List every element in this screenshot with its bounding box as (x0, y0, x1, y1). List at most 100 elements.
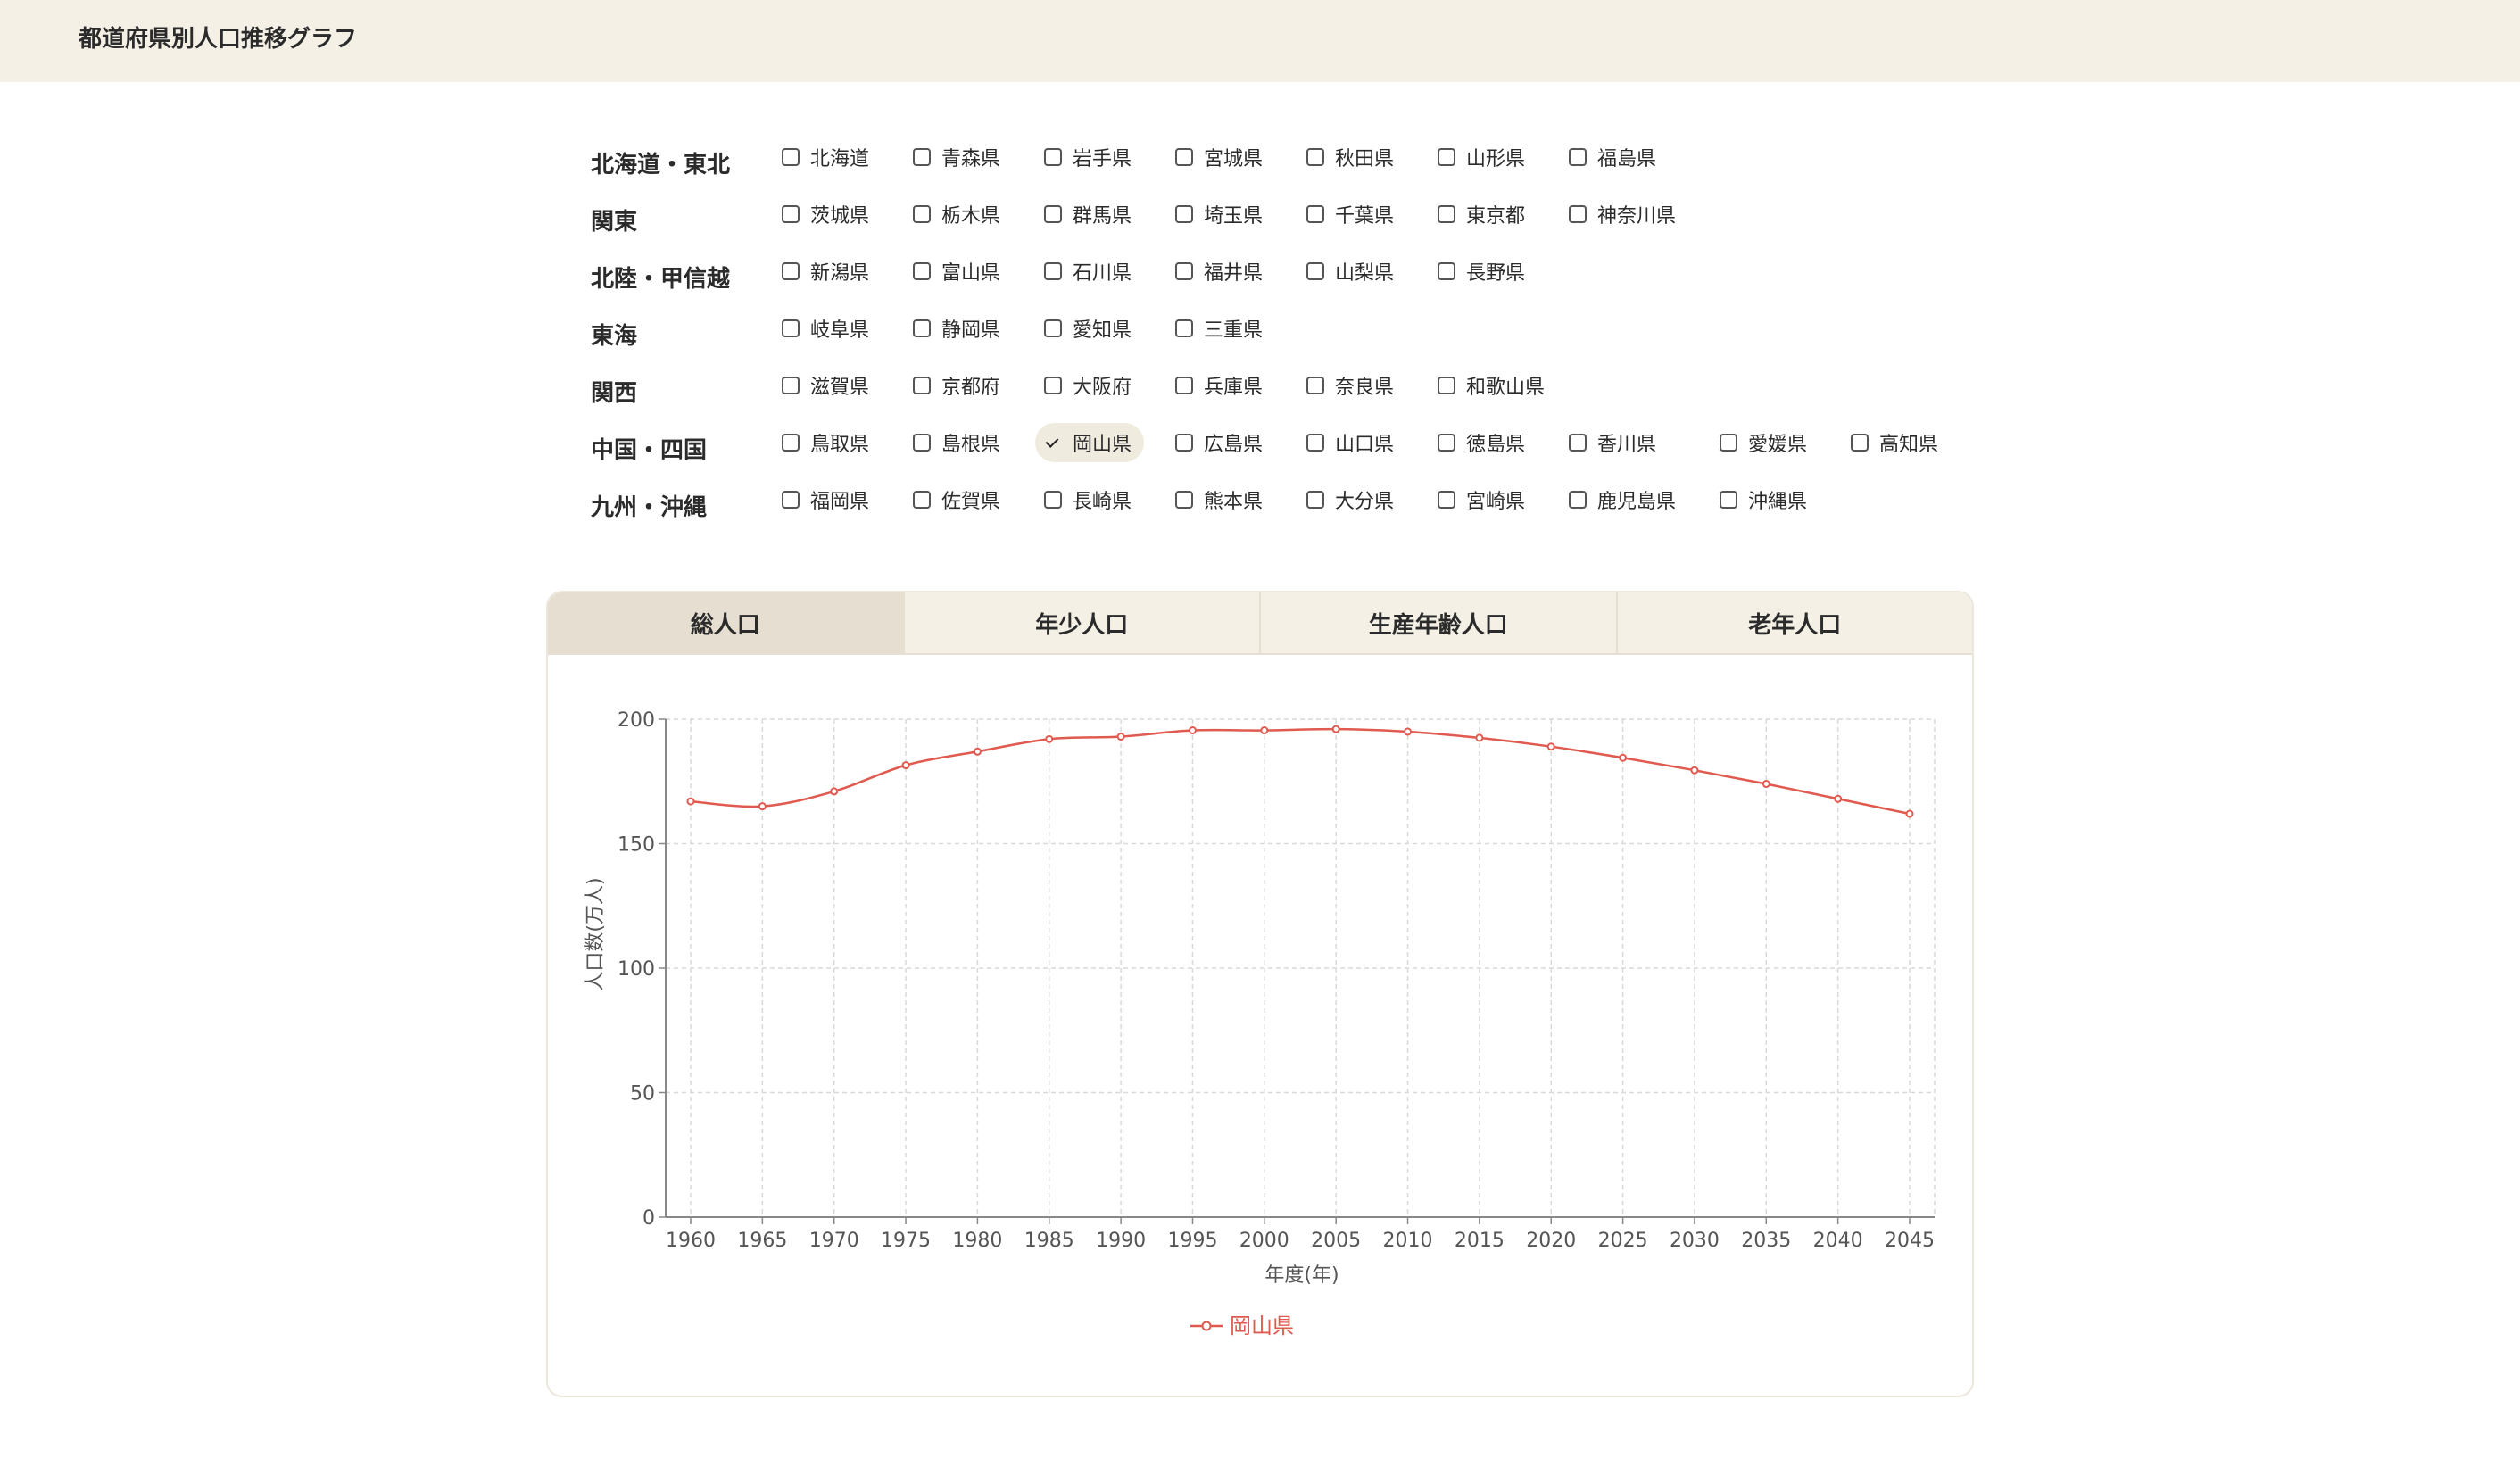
prefecture-checkbox[interactable]: 岩手県 (1035, 137, 1144, 177)
checkbox-icon[interactable] (1438, 434, 1455, 452)
prefecture-checkbox[interactable]: 新潟県 (773, 252, 882, 291)
prefecture-checkbox[interactable]: 滋賀県 (773, 366, 882, 405)
checkbox-icon[interactable] (913, 319, 931, 337)
prefecture-checkbox[interactable]: 鳥取県 (773, 423, 882, 462)
prefecture-checkbox[interactable]: 鹿児島県 (1560, 480, 1688, 519)
prefecture-checkbox[interactable]: 宮城県 (1166, 137, 1275, 177)
checkbox-icon[interactable] (1720, 491, 1737, 509)
prefecture-checkbox[interactable]: 神奈川県 (1560, 195, 1688, 234)
checkbox-icon[interactable] (1569, 434, 1587, 452)
checkbox-icon[interactable] (782, 262, 800, 280)
prefecture-checkbox[interactable]: 徳島県 (1429, 423, 1538, 462)
prefecture-checkbox[interactable]: 群馬県 (1035, 195, 1144, 234)
checkbox-icon[interactable] (1851, 434, 1869, 452)
prefecture-checkbox[interactable]: 山形県 (1429, 137, 1538, 177)
checkbox-icon[interactable] (1044, 205, 1062, 223)
checkbox-icon[interactable] (1569, 148, 1587, 166)
checkbox-icon[interactable] (1306, 434, 1324, 452)
prefecture-checkbox[interactable]: 愛知県 (1035, 309, 1144, 348)
checkbox-icon[interactable] (913, 148, 931, 166)
prefecture-checkbox[interactable]: 奈良県 (1297, 366, 1406, 405)
checkbox-icon[interactable] (1044, 262, 1062, 280)
checkbox-icon[interactable] (1438, 262, 1455, 280)
prefecture-checkbox[interactable]: 福島県 (1560, 137, 1669, 177)
prefecture-checkbox[interactable]: 埼玉県 (1166, 195, 1275, 234)
checkbox-icon[interactable] (1175, 434, 1193, 452)
prefecture-checkbox[interactable]: 佐賀県 (904, 480, 1013, 519)
checkbox-icon[interactable] (1438, 491, 1455, 509)
checkmark-icon[interactable] (1044, 434, 1062, 452)
prefecture-checkbox[interactable]: 沖縄県 (1711, 480, 1820, 519)
prefecture-checkbox[interactable]: 山梨県 (1297, 252, 1406, 291)
x-tick-label: 2005 (1311, 1230, 1361, 1252)
checkbox-icon[interactable] (1569, 491, 1587, 509)
tab-population-type[interactable]: 年少人口 (904, 592, 1261, 655)
checkbox-icon[interactable] (1044, 148, 1062, 166)
checkbox-icon[interactable] (1438, 377, 1455, 394)
tab-population-type[interactable]: 生産年齢人口 (1261, 592, 1618, 655)
prefecture-checkbox[interactable]: 島根県 (904, 423, 1013, 462)
checkbox-icon[interactable] (1438, 148, 1455, 166)
prefecture-checkbox[interactable]: 宮崎県 (1429, 480, 1538, 519)
checkbox-icon[interactable] (1306, 491, 1324, 509)
prefecture-checkbox[interactable]: 熊本県 (1166, 480, 1275, 519)
checkbox-icon[interactable] (1438, 205, 1455, 223)
prefecture-checkbox[interactable]: 香川県 (1560, 423, 1669, 462)
checkbox-icon[interactable] (1306, 377, 1324, 394)
checkbox-icon[interactable] (1175, 319, 1193, 337)
prefecture-checkbox[interactable]: 和歌山県 (1429, 366, 1557, 405)
prefecture-label: 東京都 (1466, 205, 1526, 228)
prefecture-checkbox[interactable]: 栃木県 (904, 195, 1013, 234)
checkbox-icon[interactable] (782, 205, 800, 223)
checkbox-icon[interactable] (913, 491, 931, 509)
prefecture-checkbox[interactable]: 静岡県 (904, 309, 1013, 348)
prefecture-checkbox[interactable]: 石川県 (1035, 252, 1144, 291)
checkbox-icon[interactable] (913, 377, 931, 394)
checkbox-icon[interactable] (1306, 205, 1324, 223)
prefecture-checkbox[interactable]: 三重県 (1166, 309, 1275, 348)
prefecture-checkbox[interactable]: 兵庫県 (1166, 366, 1275, 405)
checkbox-icon[interactable] (913, 262, 931, 280)
checkbox-icon[interactable] (1306, 262, 1324, 280)
prefecture-checkbox[interactable]: 福岡県 (773, 480, 882, 519)
checkbox-icon[interactable] (782, 148, 800, 166)
checkbox-icon[interactable] (1044, 377, 1062, 394)
prefecture-checkbox[interactable]: 千葉県 (1297, 195, 1406, 234)
prefecture-checkbox[interactable]: 大阪府 (1035, 366, 1144, 405)
checkbox-icon[interactable] (1569, 205, 1587, 223)
prefecture-checkbox[interactable]: 東京都 (1429, 195, 1538, 234)
prefecture-checkbox[interactable]: 秋田県 (1297, 137, 1406, 177)
checkbox-icon[interactable] (1306, 148, 1324, 166)
checkbox-icon[interactable] (1175, 205, 1193, 223)
prefecture-checkbox[interactable]: 大分県 (1297, 480, 1406, 519)
tab-population-type[interactable]: 総人口 (548, 592, 905, 655)
checkbox-icon[interactable] (782, 319, 800, 337)
checkbox-icon[interactable] (1044, 319, 1062, 337)
prefecture-checkbox[interactable]: 福井県 (1166, 252, 1275, 291)
checkbox-icon[interactable] (913, 434, 931, 452)
prefecture-checkbox[interactable]: 長崎県 (1035, 480, 1144, 519)
prefecture-checkbox[interactable]: 京都府 (904, 366, 1013, 405)
prefecture-checkbox[interactable]: 高知県 (1842, 423, 1951, 462)
prefecture-checkbox[interactable]: 北海道 (773, 137, 882, 177)
checkbox-icon[interactable] (782, 377, 800, 394)
prefecture-checkbox[interactable]: 青森県 (904, 137, 1013, 177)
checkbox-icon[interactable] (782, 491, 800, 509)
checkbox-icon[interactable] (1175, 377, 1193, 394)
prefecture-checkbox[interactable]: 愛媛県 (1711, 423, 1820, 462)
checkbox-icon[interactable] (1720, 434, 1737, 452)
prefecture-checkbox[interactable]: 岐阜県 (773, 309, 882, 348)
prefecture-checkbox[interactable]: 富山県 (904, 252, 1013, 291)
checkbox-icon[interactable] (1175, 262, 1193, 280)
prefecture-checkbox[interactable]: 長野県 (1429, 252, 1538, 291)
checkbox-icon[interactable] (1044, 491, 1062, 509)
prefecture-checkbox[interactable]: 広島県 (1166, 423, 1275, 462)
prefecture-checkbox[interactable]: 山口県 (1297, 423, 1406, 462)
prefecture-checkbox[interactable]: 茨城県 (773, 195, 882, 234)
checkbox-icon[interactable] (1175, 148, 1193, 166)
prefecture-checkbox[interactable]: 岡山県 (1035, 423, 1145, 462)
checkbox-icon[interactable] (782, 434, 800, 452)
checkbox-icon[interactable] (913, 205, 931, 223)
checkbox-icon[interactable] (1175, 491, 1193, 509)
tab-population-type[interactable]: 老年人口 (1617, 592, 1972, 655)
